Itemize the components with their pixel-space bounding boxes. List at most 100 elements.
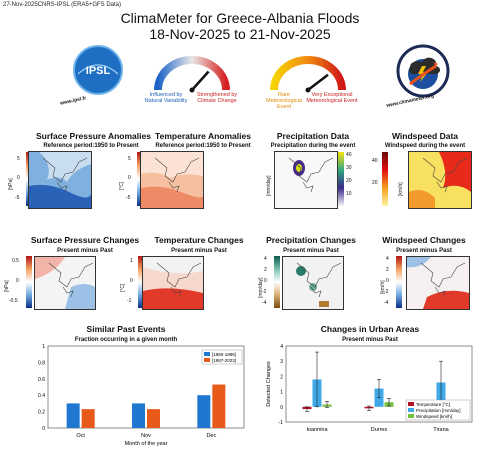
y-tick-label: 1 [280,390,283,396]
climameter-logo [396,44,450,98]
chart-title: Changes in Urban Areas [320,324,420,334]
colorbar-tick: -5 [126,195,131,201]
colorbar-tick: 4 [386,256,389,262]
colorbar-unit: [mm/day] [266,175,272,196]
bar [132,403,145,428]
colorbar-unit: [km/h] [398,182,404,196]
y-tick-label: 0.2 [38,410,45,416]
colorbar-tick: -0.5 [9,298,18,304]
gauge-climate-change: Influenced by Natural Variability Streng… [145,54,237,116]
colorbar-tick: 10 [346,191,352,197]
similar-events-chart: 0 0.2 0.4 0.6 0.8 1 Oct Nov Dec Month of the year… [38,344,245,446]
panel-title: Temperature Anomalies [155,131,251,141]
gauge-right-label: Strengthened by Climate Change [196,92,238,104]
colorbar-tick: 20 [346,178,352,184]
gauge-left-label: Influenced by Natural Variability [144,92,188,104]
panel-title: Precipitation Data [276,131,350,141]
y-tick-label: 3 [280,359,283,365]
title-line-1: ClimaMeter for Greece-Albania Floods [120,10,360,26]
colorbar-tick: -1 [127,298,132,304]
legend-swatch [204,358,210,362]
y-tick-label: -1 [279,420,284,426]
legend-label: Windspeed [km/h] [416,414,452,419]
colorbar-tick: 2 [264,267,267,273]
colorbar-tick: 0 [130,278,133,284]
y-tick-label: 0 [280,405,283,411]
legend-swatch [204,352,210,356]
colorbar-tick: -5 [15,195,20,201]
colorbar-tick: -2 [262,289,267,295]
map-temperature-anomalies [140,151,204,209]
gauge-needle [307,73,329,91]
chart-subtitle: Fraction occurring in a given month [74,337,178,343]
colorbar-unit: [hPa] [4,280,10,292]
colorbar-tick: 2 [386,267,389,273]
legend-swatch [408,414,414,418]
colorbar-tick: 0 [17,175,20,181]
panel-subtitle: Windspeed during the event [384,143,466,149]
gauge-right-label: Very Exceptional Meteorological Event [306,92,358,104]
colorbar-tick: 0 [16,278,19,284]
x-tick-label: Durres [371,427,388,433]
colorbar-tick: -2 [384,289,389,295]
y-tick-label: 1 [42,344,45,350]
map-precipitation-changes [282,256,344,310]
colorbar-unit: [°C] [120,283,126,292]
colorbar-tick: 5 [128,156,131,162]
panel-title: Precipitation Changes [266,235,356,245]
panel-subtitle: Reference period:1950 to Present [155,143,251,149]
page-title: ClimaMeter for Greece-Albania Floods 18-… [0,10,480,42]
colorbar-tick: 4 [264,256,267,262]
map-temperature-changes [142,256,204,310]
x-tick-label: Dec [206,433,216,439]
legend-box [201,349,243,365]
colorbar-unit: [°C] [119,181,125,190]
map-precipitation-data [274,151,338,209]
bar [197,395,211,428]
y-tick-label: 0.8 [38,360,45,366]
x-axis-label: Month of the year [125,441,168,446]
map-windspeed-changes [406,256,470,310]
x-tick-label: Oct [76,433,85,439]
colorbar-tick: 0.5 [12,258,19,264]
ipsl-logo: IPSL [72,44,124,96]
x-tick-label: Ioannina [306,427,328,433]
colorbar-tick: -4 [262,300,267,306]
ipsl-logo-text: IPSL [86,65,111,77]
y-tick-label: 0.6 [38,377,45,383]
chart-subtitle: Present minus Past [342,337,398,343]
colorbar-tick: 30 [346,165,352,171]
colorbar-unit: [hPa] [8,178,14,190]
header-note: 27-Nov-2025CNRS-IPSL (ERA5+GFS Data) [3,2,121,8]
panel-title: Windspeed Changes [382,235,466,245]
chart-title: Similar Past Events [86,324,166,334]
urban-changes-chart: -1 0 1 2 3 4 Detected Changes Ioannina Durres Tir… [266,344,473,433]
legend-label: Precipitation [mm/day] [416,408,461,413]
panel-subtitle: Precipitation during the event [270,143,356,149]
map-pressure-changes [34,256,96,310]
panel-title: Surface Pressure Anomalies [36,131,151,141]
x-tick-label: Nov [141,433,151,439]
colorbar-tick: 1 [130,258,133,264]
bar [81,409,95,428]
legend-box [405,399,471,421]
legend-label: [1987-2023] [212,358,236,363]
colorbar-tick: 5 [17,156,20,162]
panel-subtitle: Present minus Past [171,248,227,254]
colorbar-tick: 40 [372,158,378,164]
colorbar-tick: 20 [372,180,378,186]
y-tick-label: 4 [280,344,283,350]
legend-label: Temperature [°C] [416,402,450,407]
bar [147,409,160,428]
colorbar-tick: -4 [384,300,389,306]
y-axis-label: Detected Changes [266,361,272,407]
gauge-left-label: Rare Meteorological Event [266,92,302,110]
y-tick-label: 0 [42,426,45,432]
panel-title: Windspeed Data [391,131,459,141]
y-tick-label: 2 [280,374,283,380]
map-windspeed-data [408,151,472,209]
plot-frame [47,345,245,429]
x-tick-label: Tirana [433,427,449,433]
ipsl-url[interactable]: www.ipsl.fr [59,95,87,107]
legend-swatch [408,408,414,412]
